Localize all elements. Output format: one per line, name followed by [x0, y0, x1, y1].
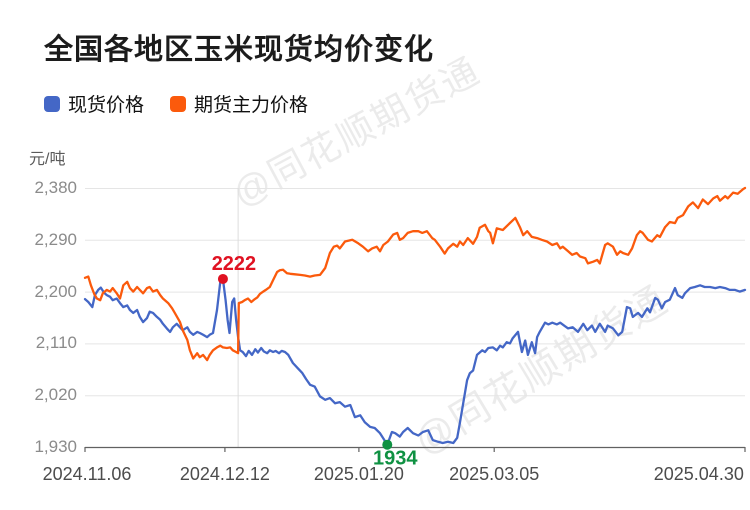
- legend-item-spot-price: 现货价格: [44, 90, 144, 117]
- chart-title: 全国各地区玉米现货均价变化: [44, 34, 435, 66]
- peak-marker-dot: [217, 273, 228, 284]
- x-tick-label: 2025.01.20: [313, 464, 404, 484]
- spot-price-line: [83, 277, 747, 446]
- trough-value-label: 1934: [373, 448, 418, 470]
- futures-price-line: [83, 186, 747, 362]
- peak-value-label: 2222: [212, 253, 257, 275]
- y-tick-label: 1,930: [34, 437, 77, 456]
- y-tick-label: 2,290: [34, 229, 77, 249]
- spot-price-swatch-icon: [44, 95, 60, 112]
- legend-label-spot-price: 现货价格: [68, 95, 145, 116]
- y-tick-label: 2,380: [34, 178, 77, 197]
- chart-legend: 现货价格 期货主力价格: [44, 90, 308, 117]
- y-axis-unit-label: 元/吨: [29, 151, 66, 168]
- x-tick-label: 2025.04.30: [653, 464, 744, 484]
- y-tick-label: 2,110: [35, 333, 77, 353]
- x-tick-label: 2024.11.06: [42, 464, 132, 484]
- y-tick-label: 2,200: [34, 281, 77, 301]
- y-tick-label: 2,020: [34, 385, 77, 405]
- x-tick-label: 2025.03.05: [449, 464, 540, 484]
- trough-marker-dot: [382, 439, 393, 450]
- legend-label-futures-price: 期货主力价格: [194, 95, 309, 116]
- x-tick-label: 2024.12.12: [179, 464, 270, 484]
- legend-item-futures-price: 期货主力价格: [170, 90, 308, 117]
- futures-price-swatch-icon: [170, 95, 187, 112]
